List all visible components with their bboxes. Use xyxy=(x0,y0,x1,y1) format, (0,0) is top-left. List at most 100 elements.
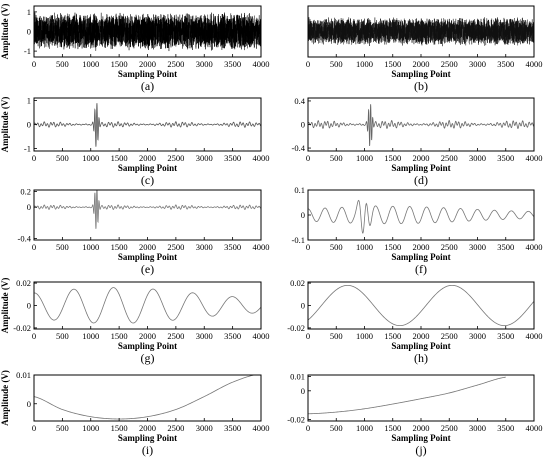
x-tick-label: 2500 xyxy=(167,242,184,252)
y-tick-label: -0.1 xyxy=(292,235,305,245)
x-tick-label: 2000 xyxy=(139,59,156,69)
panel-a: 0 500 1000 1500 2000 2500 3000 3500 4000-101Samp… xyxy=(0,4,270,93)
x-tick-label: 3000 xyxy=(196,242,213,252)
y-tick-label: 0.4 xyxy=(294,96,305,106)
x-tick-label: 1000 xyxy=(356,242,373,252)
x-tick-label: 0 xyxy=(306,153,310,163)
y-tick-label: 0.1 xyxy=(294,185,305,195)
x-tick-label: 500 xyxy=(56,331,69,341)
x-tick-label: 0 xyxy=(32,423,36,433)
y-tick-label: 0.02 xyxy=(16,278,31,288)
panel-caption: (h) xyxy=(414,351,428,365)
x-tick-label: 3000 xyxy=(196,331,213,341)
panel-d: 0 500 1000 1500 2000 2500 3000 3500 4000-0.400.4… xyxy=(292,96,543,187)
x-tick-label: 4000 xyxy=(526,242,543,252)
panel-caption: (b) xyxy=(414,79,428,93)
x-tick-label: 0 xyxy=(306,242,310,252)
x-tick-label: 3500 xyxy=(224,153,241,163)
axes-frame-j xyxy=(307,374,535,422)
axes-frame-h xyxy=(307,281,535,330)
panel-j: 0 500 1000 1500 2000 2500 3000 3500 4000-0.0200.… xyxy=(287,371,542,457)
y-axis-label: Amplitude (V) xyxy=(0,4,10,60)
x-tick-label: 1500 xyxy=(384,331,401,341)
x-tick-label: 2500 xyxy=(167,153,184,163)
y-tick-label: -1 xyxy=(24,144,31,154)
series-line-j xyxy=(307,376,506,415)
series-line-i xyxy=(33,374,261,420)
y-tick-label: 0 xyxy=(301,210,305,220)
x-tick-label: 1500 xyxy=(111,242,128,252)
y-tick-label: 1 xyxy=(27,95,31,105)
x-tick-label: 500 xyxy=(330,59,343,69)
x-tick-label: 2500 xyxy=(441,242,458,252)
x-tick-label: 2500 xyxy=(167,59,184,69)
x-tick-label: 2000 xyxy=(413,423,430,433)
x-tick-label: 500 xyxy=(56,242,69,252)
x-tick-label: 4000 xyxy=(253,331,270,341)
y-tick-label: 0 xyxy=(301,386,305,396)
x-tick-label: 0 xyxy=(306,59,310,69)
panel-caption: (a) xyxy=(141,79,154,93)
x-axis-label: Sampling Point xyxy=(391,433,450,443)
x-tick-label: 3000 xyxy=(469,242,486,252)
y-tick-label: 0.2 xyxy=(20,187,31,197)
x-tick-label: 2500 xyxy=(441,331,458,341)
panel-caption: (f) xyxy=(415,262,427,276)
y-tick-label: -0.4 xyxy=(292,143,306,153)
x-tick-label: 0 xyxy=(32,331,36,341)
y-tick-label: -0.02 xyxy=(287,323,305,333)
x-tick-label: 2000 xyxy=(139,331,156,341)
x-tick-label: 2000 xyxy=(139,423,156,433)
x-axis-label: Sampling Point xyxy=(391,69,450,79)
x-axis-label: Sampling Point xyxy=(391,163,450,173)
series-line-f xyxy=(307,199,535,234)
x-tick-label: 1000 xyxy=(356,423,373,433)
x-tick-label: 3000 xyxy=(469,331,486,341)
x-tick-label: 2500 xyxy=(441,153,458,163)
y-tick-label: 0 xyxy=(27,202,31,212)
y-tick-label: -0.4 xyxy=(18,233,32,243)
x-tick-label: 1000 xyxy=(356,331,373,341)
panel-h: 0 500 1000 1500 2000 2500 3000 3500 4000-0.0200.… xyxy=(287,278,542,365)
x-tick-label: 2000 xyxy=(413,242,430,252)
panel-e: 0 500 1000 1500 2000 2500 3000 3500 4000-0.400.2… xyxy=(18,187,270,276)
x-tick-label: 3000 xyxy=(196,59,213,69)
x-tick-label: 1000 xyxy=(82,242,99,252)
x-tick-label: 1500 xyxy=(384,242,401,252)
x-tick-label: 0 xyxy=(32,242,36,252)
x-tick-label: 2500 xyxy=(441,423,458,433)
y-tick-label: 0 xyxy=(301,120,305,130)
series-line-a xyxy=(33,12,262,52)
panel-caption: (i) xyxy=(142,443,153,457)
x-tick-label: 1500 xyxy=(111,153,128,163)
series-line-g xyxy=(33,287,262,324)
x-tick-label: 3500 xyxy=(497,423,514,433)
y-tick-label: 1 xyxy=(27,7,31,17)
x-tick-label: 1000 xyxy=(356,59,373,69)
x-tick-label: 1000 xyxy=(82,331,99,341)
x-tick-label: 3000 xyxy=(469,153,486,163)
x-tick-label: 500 xyxy=(56,423,69,433)
x-axis-label: Sampling Point xyxy=(118,341,177,351)
x-tick-label: 3000 xyxy=(196,423,213,433)
y-tick-label: 0 xyxy=(27,301,31,311)
x-tick-label: 1500 xyxy=(384,153,401,163)
x-tick-label: 4000 xyxy=(526,331,543,341)
y-tick-label: 0.01 xyxy=(290,371,305,381)
panel-caption: (g) xyxy=(141,351,155,365)
series-line-c xyxy=(33,103,262,147)
x-tick-label: 500 xyxy=(330,153,343,163)
x-tick-label: 2000 xyxy=(139,242,156,252)
x-tick-label: 3500 xyxy=(497,242,514,252)
x-tick-label: 2500 xyxy=(167,423,184,433)
x-tick-label: 2500 xyxy=(441,59,458,69)
axes-frame-g xyxy=(33,281,262,330)
x-tick-label: 3500 xyxy=(224,423,241,433)
x-tick-label: 1500 xyxy=(384,423,401,433)
x-tick-label: 0 xyxy=(306,331,310,341)
x-tick-label: 3000 xyxy=(196,153,213,163)
y-tick-label: -0.02 xyxy=(287,415,305,425)
x-tick-label: 2500 xyxy=(167,331,184,341)
x-tick-label: 2000 xyxy=(413,59,430,69)
x-axis-label: Sampling Point xyxy=(391,341,450,351)
